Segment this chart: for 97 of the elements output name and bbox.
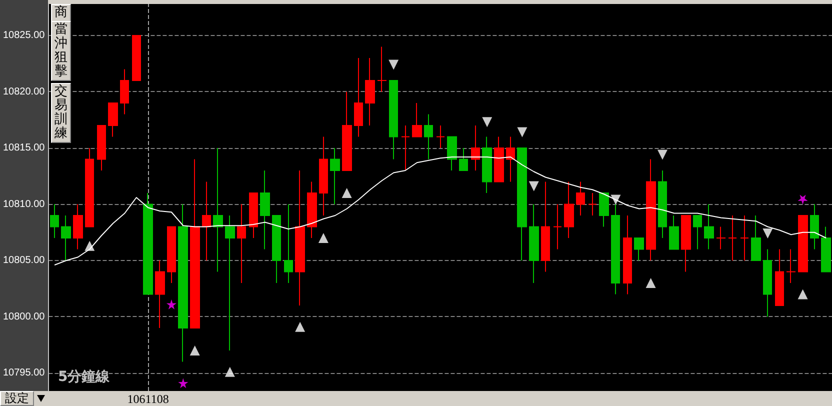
candlestick: [506, 136, 515, 182]
candlestick: [143, 192, 153, 295]
candlestick: [284, 204, 293, 284]
annotation: 商: [52, 5, 70, 20]
candlestick: [494, 136, 504, 182]
point: [166, 299, 176, 310]
candlestick: [634, 238, 644, 261]
annotation: 當沖狙擊: [52, 22, 70, 79]
candlestick: [564, 181, 574, 238]
candlestick: [213, 148, 223, 272]
candlestick: [436, 125, 445, 148]
candlestick: [190, 158, 200, 328]
candlestick: [120, 68, 129, 115]
candlestick: [342, 91, 352, 171]
point: [178, 378, 188, 388]
candlestick: [377, 46, 387, 92]
candlestick: [599, 192, 609, 228]
candlestick: [365, 58, 375, 126]
y-tick-label: 10810.00: [2, 198, 46, 210]
candlestick: [202, 181, 211, 261]
candlestick: [716, 226, 726, 250]
candlestick: [272, 215, 281, 284]
candlestick: [810, 204, 819, 250]
candlestick: [658, 170, 667, 238]
candlestick: [330, 148, 340, 205]
candlestick: [167, 226, 176, 284]
candlestick: [249, 192, 258, 238]
annotation: 交易訓練: [52, 84, 70, 141]
candlestick: [459, 148, 468, 171]
candlestick: [517, 148, 527, 261]
candlestick: [412, 102, 422, 138]
point: [517, 127, 528, 138]
candlestick: [588, 192, 597, 216]
line-series: [54, 156, 827, 266]
candlestick: [786, 248, 796, 284]
y-tick-label: 10795.00: [2, 368, 46, 378]
candlestick: [775, 248, 784, 306]
point: [482, 117, 492, 128]
y-tick-label: 10800.00: [2, 311, 46, 322]
candlestick: [50, 204, 59, 238]
candlestick: [763, 248, 772, 318]
annotation: 5分鐘線: [58, 368, 110, 386]
point: [295, 322, 306, 332]
candlestick: [401, 125, 410, 171]
candlestick: [576, 181, 585, 216]
candlestick: [307, 181, 317, 238]
candlestick: [108, 102, 118, 138]
candlestick: [798, 215, 808, 272]
candlestick: [646, 158, 656, 261]
candlestick: [693, 215, 702, 250]
candlestick: [295, 170, 305, 306]
y-tick-label: 10815.00: [2, 142, 46, 154]
candlestick: [389, 80, 398, 160]
candlestick: [237, 204, 246, 284]
candlestick: [447, 136, 457, 171]
point: [388, 60, 399, 70]
candlestick: [225, 215, 235, 351]
candlestick: [61, 215, 71, 261]
candlestick: [155, 260, 165, 328]
point: [798, 194, 808, 205]
candlestick: [97, 125, 106, 171]
candlestick: [751, 215, 761, 261]
point: [528, 181, 539, 192]
candlestick: [354, 58, 363, 138]
candlestick: [728, 215, 737, 261]
candlestick: [704, 204, 714, 250]
candlestick: [821, 226, 831, 272]
candlestick: [681, 215, 691, 272]
candlestick: [471, 125, 480, 171]
candlestick: [132, 35, 141, 81]
text: 設定: [0, 391, 34, 406]
candlestick: [623, 215, 632, 295]
candlestick: [740, 215, 749, 261]
candlestick: [529, 204, 539, 284]
x-tick-label: 1061108: [127, 392, 169, 406]
candlestick: [553, 204, 562, 250]
candlestick: [73, 204, 83, 250]
candlestick: [178, 204, 188, 362]
point: [342, 188, 352, 198]
point: [318, 233, 328, 243]
candlestick: [669, 215, 679, 250]
candlestick: [541, 181, 550, 272]
y-tick-label: 10805.00: [2, 255, 46, 266]
candlestick: [319, 136, 328, 216]
y-tick-label: 10825.00: [2, 30, 46, 41]
y-tick-label: 10820.00: [2, 86, 46, 98]
point: [657, 150, 668, 160]
candlestick: [260, 170, 270, 250]
point: [646, 278, 656, 288]
candlestick: [482, 136, 492, 194]
point: [190, 346, 200, 356]
candlestick: [85, 148, 94, 228]
point: [224, 366, 235, 377]
point: [798, 289, 808, 300]
point: [84, 240, 95, 251]
point: [762, 228, 773, 238]
candlestick: [424, 114, 433, 160]
